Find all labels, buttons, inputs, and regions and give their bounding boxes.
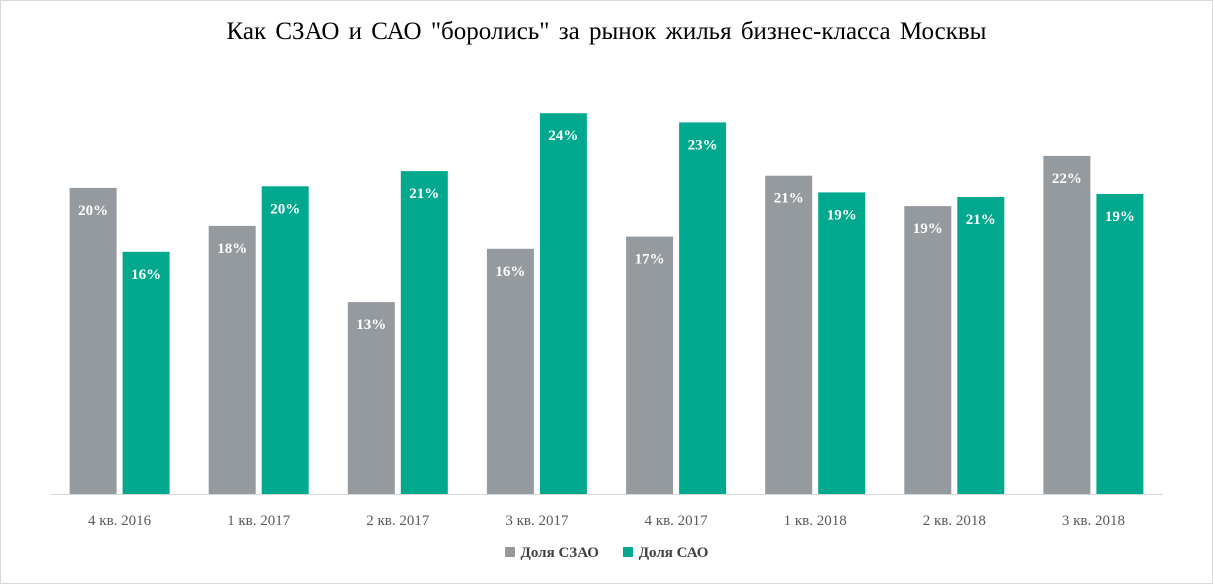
x-tick-label-5: 1 кв. 2018 xyxy=(784,513,847,529)
legend-label-szao: Доля СЗАО xyxy=(520,545,599,561)
data-label-szao-1: 18% xyxy=(217,241,247,257)
bar-szao-5 xyxy=(765,175,813,494)
data-label-sao-7: 19% xyxy=(1105,209,1135,225)
x-tick-label-4: 4 кв. 2017 xyxy=(645,513,709,529)
bar-szao-3 xyxy=(486,248,534,494)
data-label-sao-4: 23% xyxy=(688,137,718,153)
legend-swatch-sao xyxy=(622,547,633,557)
bar-szao-2 xyxy=(347,302,395,494)
data-label-szao-4: 17% xyxy=(635,252,665,268)
data-label-szao-6: 19% xyxy=(913,221,943,237)
chart-title: Как СЗАО и САО "боролись" за рынок жилья… xyxy=(226,18,987,45)
bar-sao-6 xyxy=(957,197,1005,494)
legend-swatch-szao xyxy=(504,547,515,557)
bar-szao-4 xyxy=(626,236,674,494)
data-label-szao-3: 16% xyxy=(495,264,525,280)
data-label-sao-0: 16% xyxy=(131,267,161,283)
legend-label-sao: Доля САО xyxy=(638,545,709,561)
data-label-szao-2: 13% xyxy=(356,317,386,333)
x-tick-label-2: 2 кв. 2017 xyxy=(366,513,430,529)
data-label-szao-5: 21% xyxy=(774,191,804,207)
data-label-sao-3: 24% xyxy=(548,128,578,144)
x-tick-label-0: 4 кв. 2016 xyxy=(88,513,152,529)
data-label-sao-1: 20% xyxy=(270,201,300,217)
x-tick-label-1: 1 кв. 2017 xyxy=(227,513,291,529)
bar-sao-7 xyxy=(1096,194,1144,494)
bar-szao-0 xyxy=(69,187,117,494)
bar-szao-6 xyxy=(904,206,952,494)
bar-sao-1 xyxy=(261,186,309,495)
data-label-szao-7: 22% xyxy=(1052,171,1082,187)
bar-sao-4 xyxy=(679,122,727,495)
x-tick-label-7: 3 кв. 2018 xyxy=(1062,513,1125,529)
data-label-sao-6: 21% xyxy=(966,212,996,228)
data-label-sao-5: 19% xyxy=(827,207,857,223)
bar-szao-1 xyxy=(208,225,256,494)
x-tick-label-6: 2 кв. 2018 xyxy=(923,513,986,529)
legend-item-sao: Доля САО xyxy=(622,545,709,562)
data-label-szao-0: 20% xyxy=(78,203,108,219)
data-label-sao-2: 21% xyxy=(409,186,439,202)
bar-szao-7 xyxy=(1043,155,1091,494)
chart-legend: Доля СЗАО Доля САО xyxy=(0,545,1213,562)
bar-sao-3 xyxy=(539,113,587,494)
bar-sao-2 xyxy=(400,171,448,494)
x-tick-label-3: 3 кв. 2017 xyxy=(505,513,569,529)
legend-item-szao: Доля СЗАО xyxy=(504,545,599,562)
bar-sao-5 xyxy=(818,192,866,494)
bar-sao-0 xyxy=(122,251,170,494)
